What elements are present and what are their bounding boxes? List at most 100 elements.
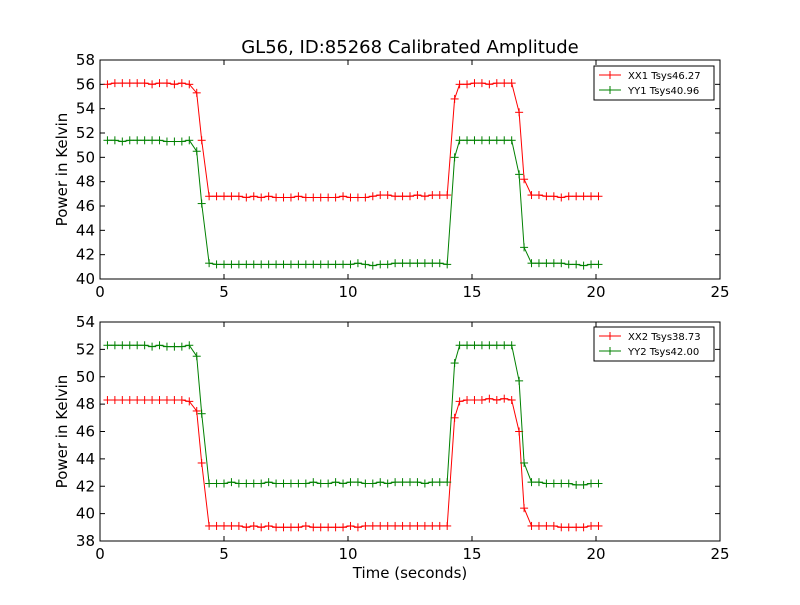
data-point [383,479,392,488]
data-point [549,259,558,268]
data-point [398,478,407,487]
x-tick-label: 20 [586,283,605,301]
data-point [500,79,509,88]
data-point [177,137,186,146]
data-point [331,193,340,202]
legend-label: YY1 Tsys40.96 [627,86,699,97]
data-point [579,523,588,532]
data-point [220,521,228,530]
data-point [192,352,201,361]
x-tick-label: 15 [462,545,481,563]
data-point [118,396,127,405]
data-point [376,521,385,530]
series-line [107,398,599,528]
data-point [542,192,551,201]
data-point [353,478,362,487]
data-point [103,80,112,89]
data-point [185,80,194,89]
data-point [279,479,288,488]
data-point [572,192,581,201]
data-point [450,413,459,422]
data-point [463,341,472,350]
data-point [272,193,281,202]
y-tick-label: 38 [76,532,95,550]
data-point [242,193,251,202]
data-point [257,260,266,269]
legend-box [593,326,715,362]
data-point [406,192,414,201]
data-point [324,523,333,532]
data-point [361,521,370,530]
data-point [177,342,186,351]
data-point [177,396,186,405]
data-point [450,359,459,368]
data-point [368,261,377,270]
x-tick-label: 5 [219,545,229,563]
data-point [103,396,112,405]
data-point [463,80,472,89]
data-point [110,341,119,350]
x-tick-label: 25 [710,283,729,301]
data-point [272,523,281,532]
data-point [492,136,501,145]
data-point [103,136,112,145]
data-point [133,136,142,145]
x-axis-label: Time (seconds) [352,564,468,582]
data-point [346,193,355,202]
legend-label: XX1 Tsys46.27 [628,71,701,82]
data-point [346,521,355,530]
data-point [420,259,429,268]
data-point [520,504,529,513]
data-point [557,193,566,202]
data-point [286,193,295,202]
data-point [557,523,566,532]
data-point [103,341,112,350]
data-point [428,478,437,487]
data-point [520,243,529,252]
data-point [272,479,281,488]
data-point [234,521,243,530]
y-tick-label: 54 [76,313,95,331]
x-tick-label: 10 [338,545,357,563]
y-tick-label: 48 [76,395,95,413]
data-point [587,479,596,488]
data-point [205,192,214,201]
data-point [110,136,119,145]
data-point [594,192,603,201]
data-point [170,80,179,89]
data-point [118,79,127,88]
data-point [133,396,142,405]
data-point [301,479,310,488]
data-point [170,137,179,146]
data-point [579,261,588,270]
data-point [227,192,236,201]
data-point [542,521,551,530]
y-tick-label: 52 [76,124,95,142]
figure-title: GL56, ID:85268 Calibrated Amplitude [241,37,579,58]
data-point [443,478,452,487]
data-point [361,193,370,202]
data-point [361,260,370,269]
data-point [249,521,258,530]
panel-top: Power in Kelvin 0 5 10 15 20 25 40 42 44 46 48 50 52 5… [53,51,730,301]
data-point [376,260,385,269]
data-point [324,260,333,269]
data-point [428,521,437,530]
data-point [264,521,273,530]
data-point [110,79,119,88]
data-point [197,409,206,418]
data-point [339,523,348,532]
data-point [324,193,333,202]
y-tick-label: 46 [76,423,95,441]
data-point [353,259,362,268]
data-point [155,396,164,405]
data-point [587,260,596,269]
data-point [249,192,258,201]
y-tick-label: 46 [76,197,95,215]
data-point [301,521,310,530]
data-point [428,259,437,268]
data-point [383,521,392,530]
data-point [534,191,543,200]
data-point [316,523,325,532]
y-tick-label: 56 [76,75,95,93]
